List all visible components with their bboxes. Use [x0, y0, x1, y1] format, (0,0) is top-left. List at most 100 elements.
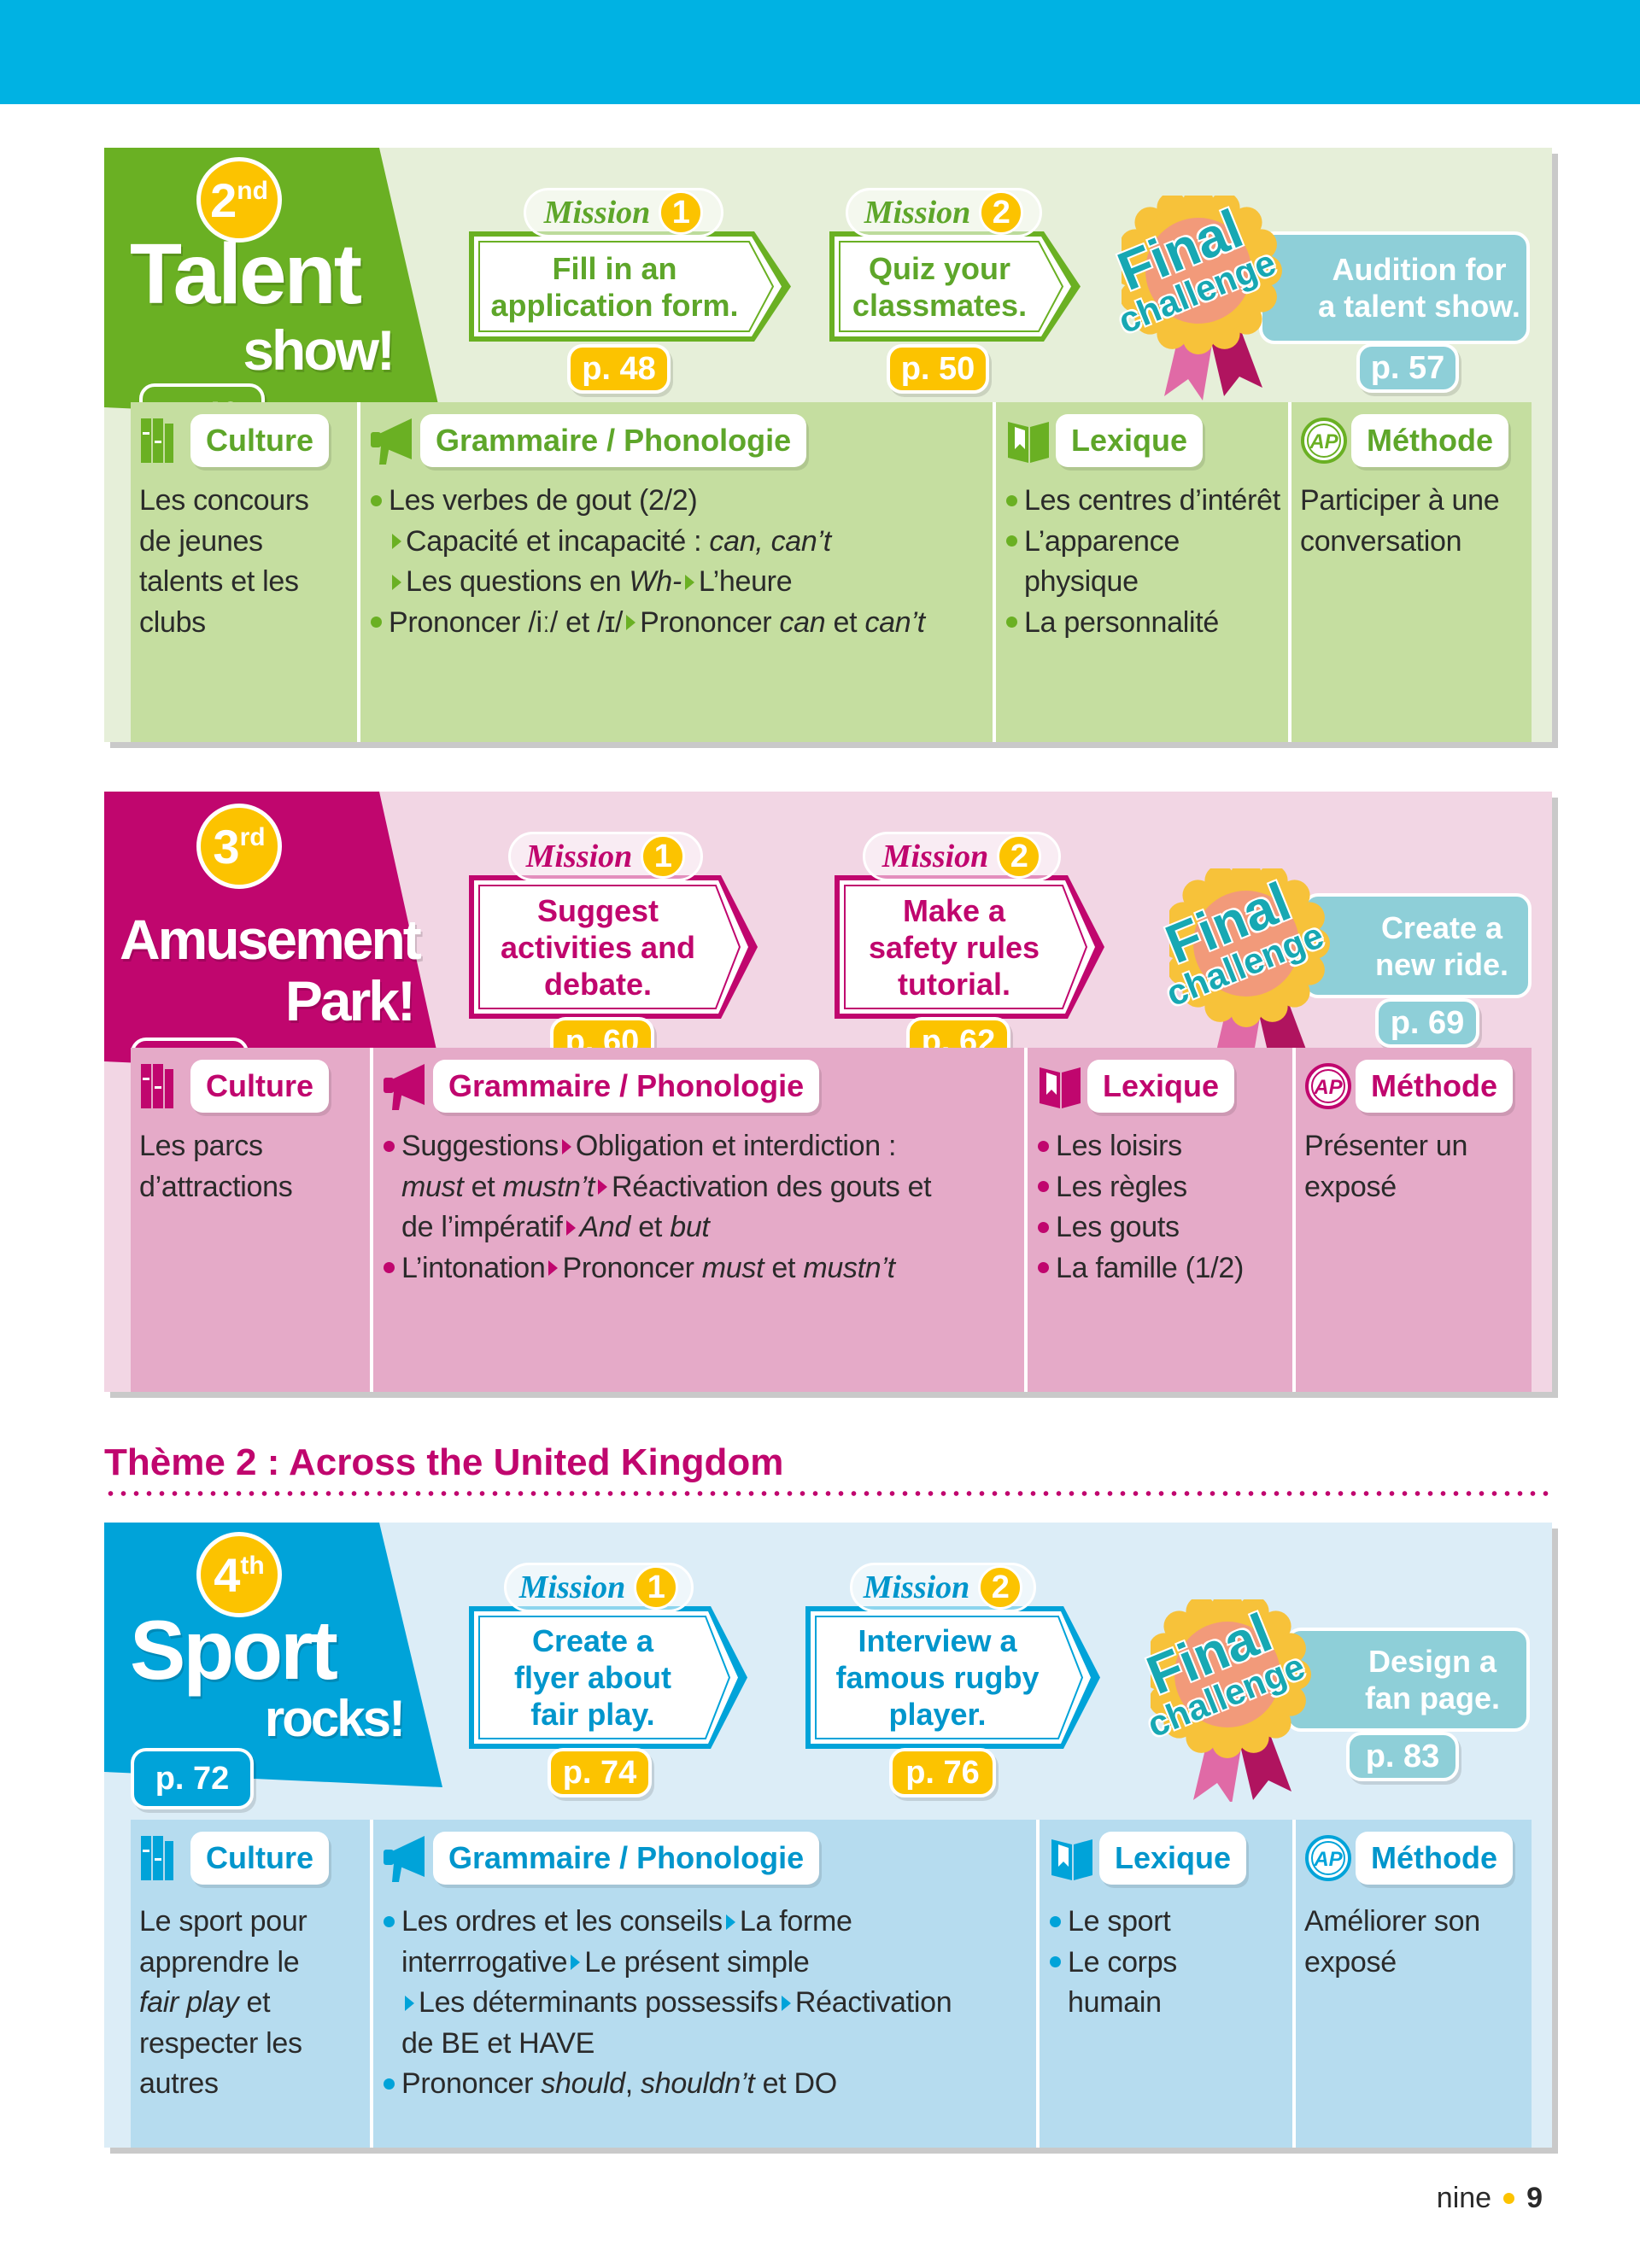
italic-segment: must	[401, 1170, 464, 1203]
column-content: Le sport Le corps humain	[1048, 1902, 1289, 2024]
column-title: Lexique	[1087, 1060, 1235, 1113]
mission-1-card[interactable]: Create a flyer about fair play.	[466, 1604, 750, 1751]
text-segment: Les centres d’intérêt	[1024, 484, 1280, 517]
arrow-marker-icon	[405, 1995, 414, 2011]
mission-label: Mission 1	[508, 832, 703, 881]
content-line: La famille (1/2)	[1036, 1248, 1289, 1289]
open-book-icon	[1048, 1833, 1096, 1884]
final-challenge-badge-icon	[1115, 187, 1288, 409]
final-challenge-page-link[interactable]: p. 83	[1346, 1732, 1459, 1781]
content-line: de BE et HAVE	[382, 2024, 1033, 2065]
top-color-bar	[0, 0, 1640, 104]
mission-number: 2	[997, 834, 1042, 879]
column-title: Grammaire / Phonologie	[433, 1832, 820, 1885]
mission-text: Quiz your classmates.	[852, 250, 1028, 323]
text-segment: L’intonation	[401, 1251, 546, 1284]
column-divider	[370, 1048, 373, 1392]
text-segment: de BE et HAVE	[401, 2026, 595, 2060]
svg-text:AP: AP	[1313, 1848, 1343, 1871]
mission-word: Mission	[882, 839, 989, 874]
unit-number: 3	[213, 819, 240, 874]
text-segment: autres	[139, 2067, 219, 2100]
mission-1-card[interactable]: Suggest activities and debate.	[466, 873, 760, 1021]
content-line: de l’impératif And et but	[382, 1207, 1022, 1248]
mission-1-card[interactable]: Fill in an application form.	[466, 229, 794, 344]
text-segment: La famille (1/2)	[1056, 1251, 1245, 1284]
bullet-icon	[384, 1140, 395, 1152]
text-segment: interrrogative	[401, 1945, 568, 1979]
text-segment: Le sport	[1068, 1905, 1171, 1938]
mission-2-card[interactable]: Make a safety rules tutorial.	[832, 873, 1107, 1021]
text-segment: Le sport pour	[139, 1905, 308, 1938]
text-segment: Prononcer	[562, 1251, 702, 1284]
column-title: Lexique	[1056, 414, 1204, 467]
bullet-icon	[371, 617, 382, 628]
mission-page-link[interactable]: p. 48	[567, 344, 671, 394]
final-challenge-page-link[interactable]: p. 69	[1375, 998, 1479, 1048]
unit-banner	[104, 148, 446, 434]
megaphone-icon	[382, 1061, 430, 1112]
arrow-marker-icon	[684, 574, 694, 590]
mission-word: Mission	[525, 839, 633, 874]
final-challenge-card[interactable]: Create a new ride.	[1303, 893, 1532, 998]
mission-2-card[interactable]: Interview a famous rugby player.	[803, 1604, 1103, 1751]
column-header-méthode: AP Méthode	[1304, 1060, 1513, 1113]
italic-segment: can, can’t	[709, 524, 831, 558]
column-content: Améliorer son exposé	[1304, 1902, 1528, 1983]
text-segment: La forme	[739, 1905, 852, 1938]
column-title: Lexique	[1099, 1832, 1247, 1885]
mission-page-link[interactable]: p. 50	[887, 344, 989, 394]
italic-segment: fair play	[139, 1986, 239, 2019]
text-segment: Présenter un	[1304, 1130, 1468, 1162]
text-segment: et	[238, 1986, 271, 2019]
content-line: Les règles	[1036, 1167, 1289, 1208]
arrow-marker-icon	[598, 1179, 608, 1195]
mission-text: Suggest activities and debate.	[500, 892, 696, 1002]
column-divider	[1292, 1048, 1296, 1392]
text-segment: apprendre le	[139, 1945, 300, 1979]
unit-page-link[interactable]: p. 72	[131, 1748, 254, 1809]
content-line: exposé	[1304, 1167, 1528, 1208]
final-challenge-page-link[interactable]: p. 57	[1356, 343, 1459, 393]
bullet-icon	[384, 2078, 395, 2090]
text-segment: Les loisirs	[1056, 1130, 1182, 1162]
content-line: Les déterminants possessifs Réactivation	[382, 1983, 1033, 2024]
column-divider	[1292, 1820, 1296, 2148]
unit-number-suffix: nd	[237, 177, 268, 205]
final-challenge-card[interactable]: Audition for a talent show.	[1259, 231, 1530, 344]
content-line: apprendre le	[139, 1943, 367, 1984]
mission-page-link[interactable]: p. 76	[889, 1748, 996, 1797]
mission-number: 1	[659, 190, 704, 235]
content-line: Le corps	[1048, 1943, 1289, 1984]
mission-number: 2	[978, 1565, 1023, 1610]
column-header-culture: Culture	[139, 1060, 329, 1113]
content-line: Présenter un	[1304, 1126, 1528, 1167]
arrow-marker-icon	[392, 534, 401, 550]
column-header-lexique: Lexique	[1048, 1832, 1247, 1885]
text-segment: de jeunes	[139, 524, 263, 558]
italic-segment: And	[579, 1211, 631, 1243]
mission-number: 1	[634, 1565, 679, 1610]
column-content: Les parcs d’attractions	[139, 1126, 367, 1207]
unit-number-suffix: th	[240, 1552, 265, 1580]
footer-dot	[1503, 2193, 1515, 2204]
column-content: Les loisirs Les règles Les gouts La famille…	[1036, 1126, 1289, 1289]
content-line: Améliorer son	[1304, 1902, 1528, 1943]
page-footer: nine 9	[1437, 2182, 1543, 2215]
final-challenge-card[interactable]: Design a fan page.	[1286, 1628, 1530, 1732]
text-segment: physique	[1024, 565, 1139, 598]
text-segment: conversation	[1300, 524, 1462, 558]
column-title: Culture	[190, 1060, 329, 1113]
arrow-marker-icon	[548, 1260, 559, 1277]
text-segment: Prononcer	[640, 605, 780, 639]
text-segment: respecter les	[139, 2026, 302, 2060]
mission-2-card[interactable]: Quiz your classmates.	[827, 229, 1083, 344]
bullet-icon	[1038, 1140, 1049, 1152]
column-content: Les centres d’intérêt L’apparence physique…	[1004, 481, 1285, 643]
open-book-icon	[1004, 415, 1052, 466]
mission-page-link[interactable]: p. 74	[548, 1748, 652, 1797]
text-segment: exposé	[1304, 1945, 1397, 1979]
column-title: Méthode	[1356, 1060, 1513, 1113]
text-segment: exposé	[1304, 1170, 1397, 1203]
content-line: Participer à une	[1300, 481, 1528, 522]
